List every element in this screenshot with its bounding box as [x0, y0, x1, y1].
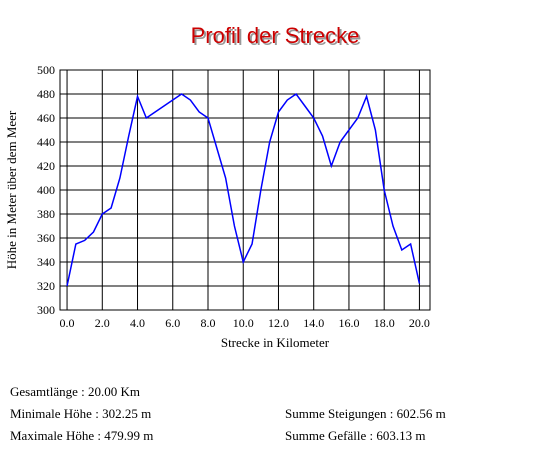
y-tick-label: 400: [37, 183, 55, 197]
profile-line: [66, 92, 421, 287]
chart-title: Profil der Strecke: [191, 23, 360, 48]
y-tick-label: 360: [37, 231, 55, 245]
x-tick-label: 20.0: [409, 316, 430, 330]
stat-total: Gesamtlänge : 20.00 Km: [10, 384, 140, 399]
x-tick-label: 2.0: [95, 316, 110, 330]
y-tick-label: 440: [37, 135, 55, 149]
x-tick-label: 12.0: [268, 316, 289, 330]
stat-ascent: Summe Steigungen : 602.56 m: [285, 406, 446, 421]
y-tick-label: 300: [37, 303, 55, 317]
y-tick-label: 500: [37, 63, 55, 77]
x-tick-label: 6.0: [165, 316, 180, 330]
stat-min: Minimale Höhe : 302.25 m: [10, 406, 152, 421]
x-tick-label: 14.0: [303, 316, 324, 330]
x-axis-label: Strecke in Kilometer: [221, 335, 330, 350]
x-tick-label: 0.0: [60, 316, 75, 330]
x-tick-label: 10.0: [233, 316, 254, 330]
y-tick-label: 480: [37, 87, 55, 101]
stat-max: Maximale Höhe : 479.99 m: [10, 428, 154, 443]
y-tick-label: 380: [37, 207, 55, 221]
y-tick-label: 320: [37, 279, 55, 293]
y-tick-label: 460: [37, 111, 55, 125]
y-tick-label: 340: [37, 255, 55, 269]
x-tick-label: 16.0: [338, 316, 359, 330]
x-tick-label: 8.0: [201, 316, 216, 330]
chart: Profil der Strecke Profil der Strecke St…: [4, 23, 431, 350]
stat-descent: Summe Gefälle : 603.13 m: [285, 428, 426, 443]
title-shadow: Profil der Strecke: [193, 25, 362, 50]
x-tick-label: 4.0: [130, 316, 145, 330]
y-tick-label: 420: [37, 159, 55, 173]
y-axis-label: Höhe in Meter über dem Meer: [4, 110, 19, 269]
x-tick-label: 18.0: [374, 316, 395, 330]
